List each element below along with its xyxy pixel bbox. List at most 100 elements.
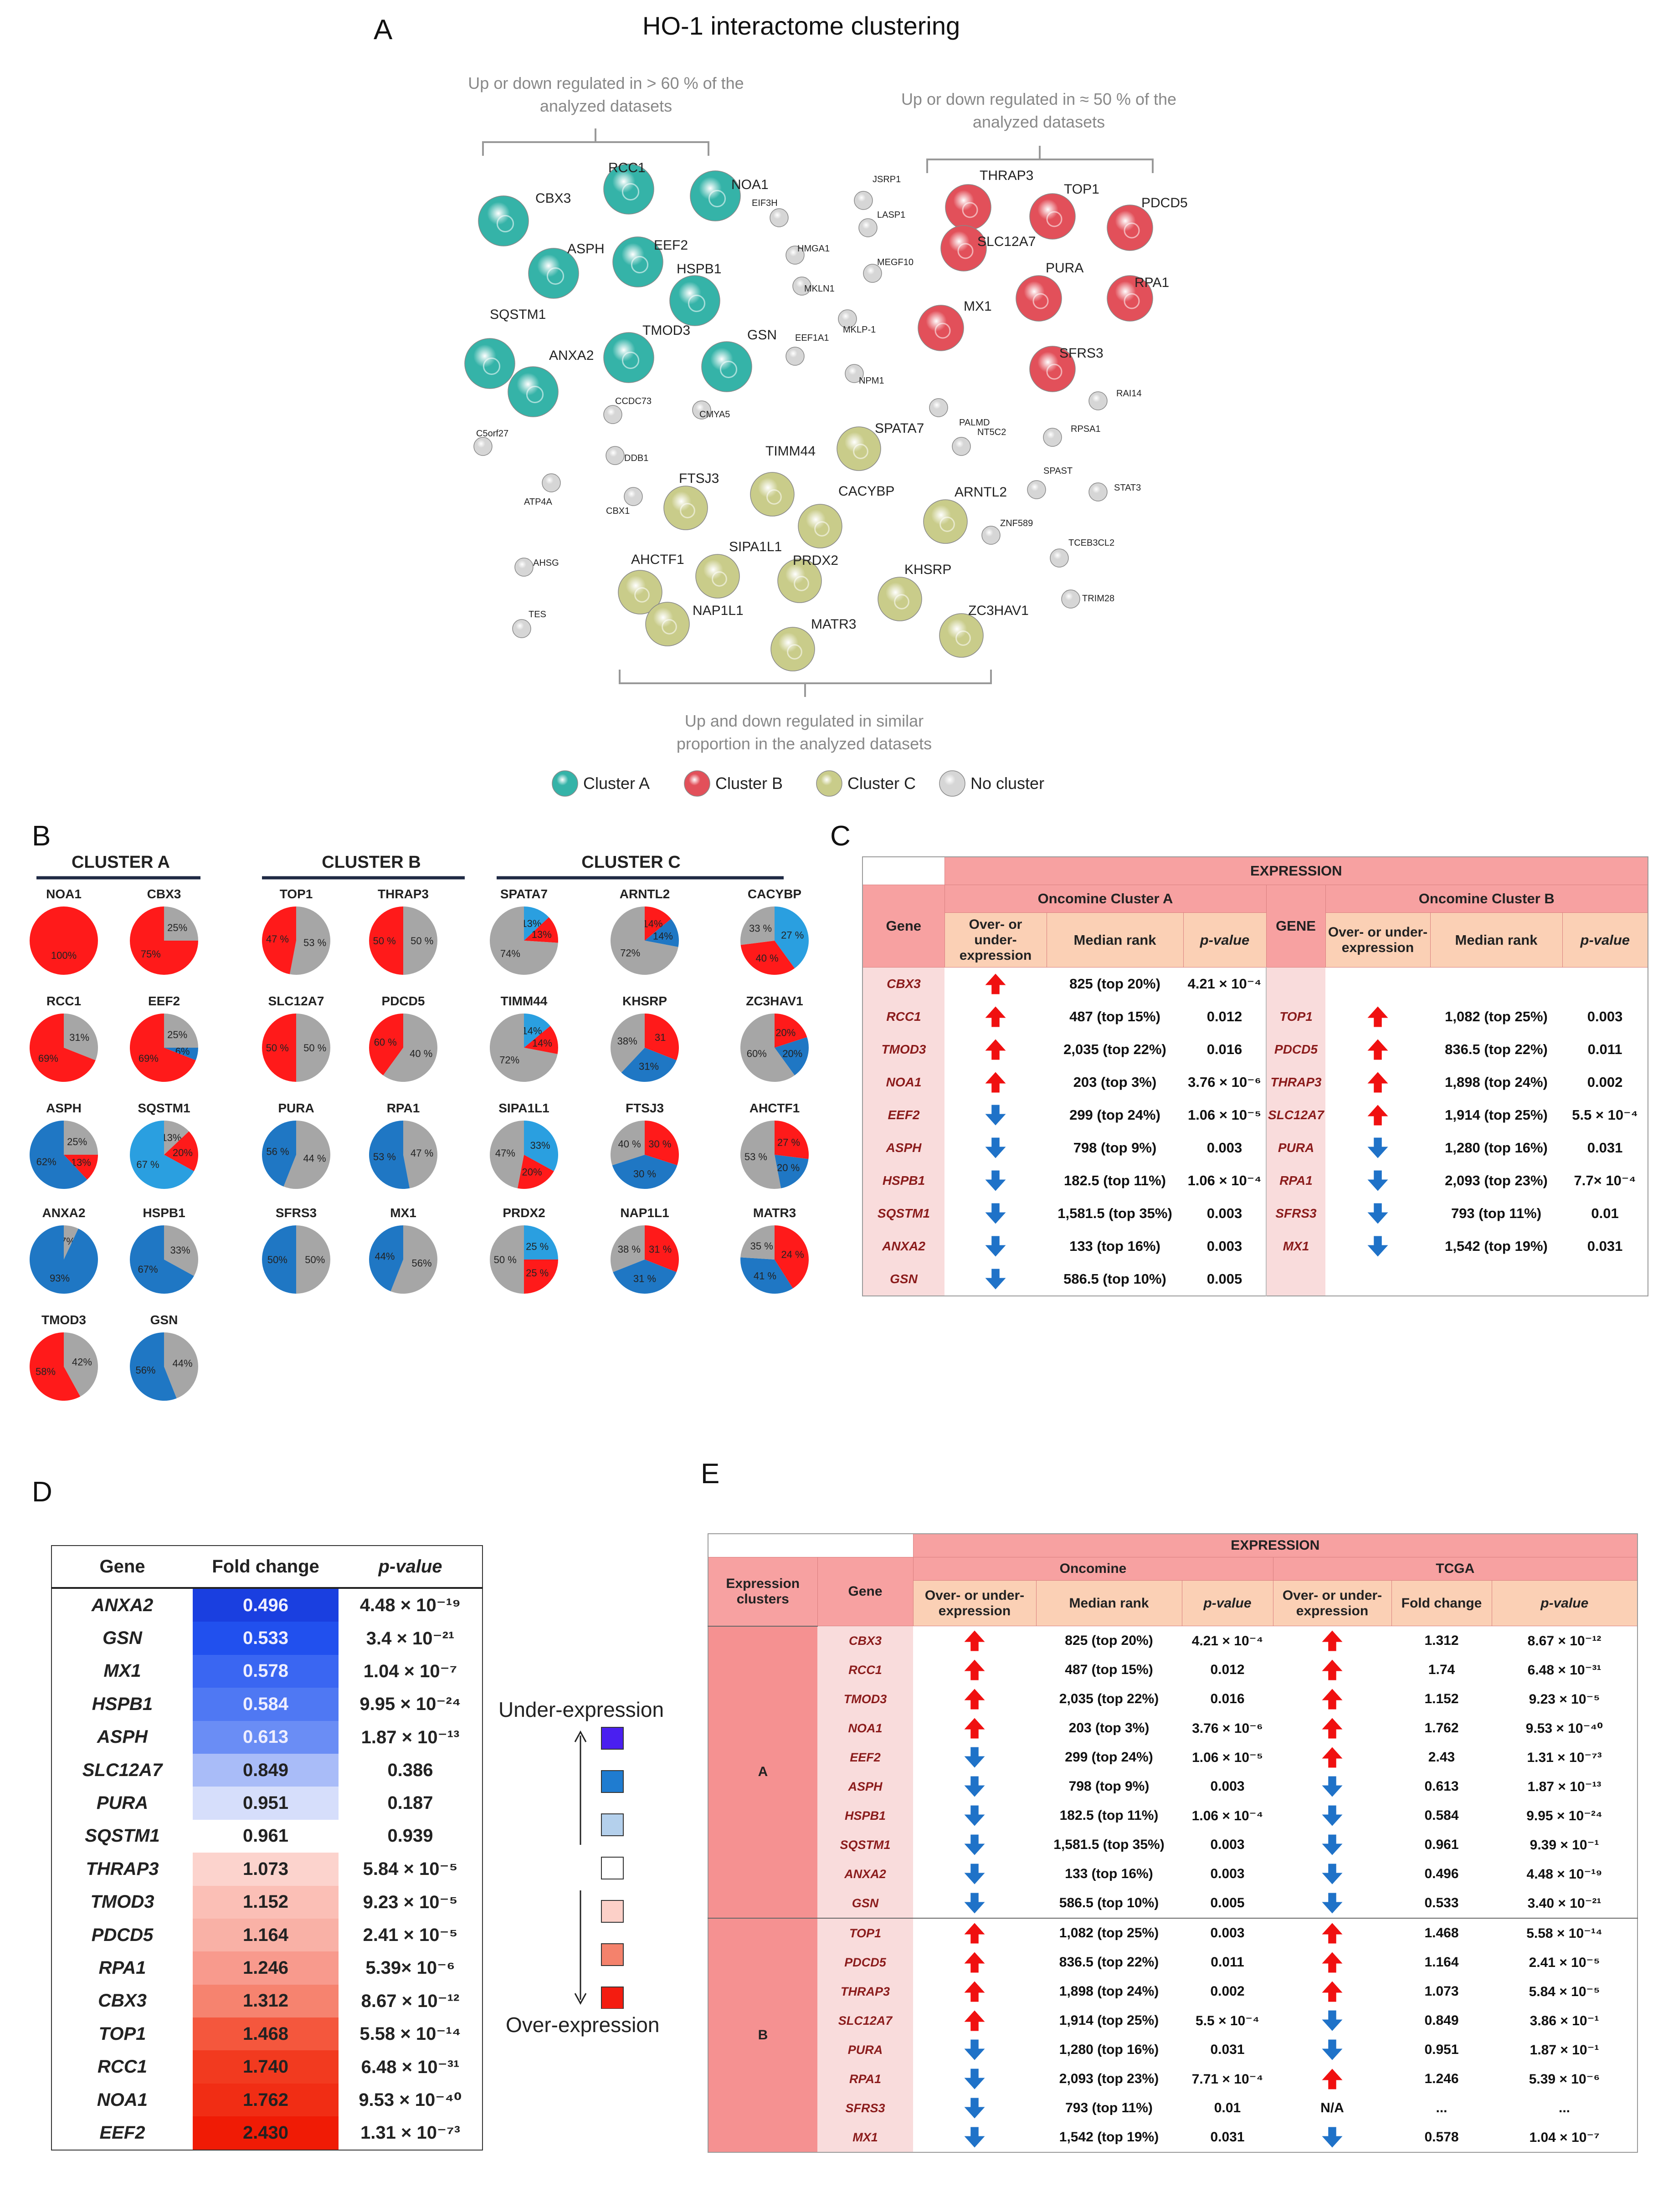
median-cell: 836.5 (top 22%) [1059,1955,1159,1970]
gene-cell: ASPH [97,1727,148,1747]
cluster-c-label: SIPA1L1 [729,539,782,554]
pie-slice-label: 67% [138,1264,158,1275]
gene-cell: SLC12A7 [82,1760,163,1780]
tcga-direction-cell [1273,1859,1391,1889]
no-cluster-label: JSRP1 [873,174,901,184]
gene-cell: SLC12A7 [1266,1099,1325,1132]
gene-cell: TMOD3 [862,1033,944,1066]
pie-slice-label: 40 % [618,1138,641,1150]
p-value-cell: 3.4 × 10⁻²¹ [366,1628,455,1649]
oncomine-direction-cell [913,1859,1036,1889]
no-cluster-label: EEF1A1 [795,333,829,343]
p-value-cell: 0.01 [1591,1205,1619,1221]
arrow-down-icon [985,1269,1006,1290]
pie-slice [775,1225,809,1289]
cluster-label-cell: B [708,1918,817,2152]
gene-cell: RCC1 [817,1655,913,1685]
oncomine-p-cell: 0.003 [1210,1837,1245,1852]
pie-gene-label: ARNTL2 [620,887,670,901]
fold-change-cell: 1.468 [193,2017,339,2051]
tcga-direction-cell [1273,1714,1391,1743]
median-cell: 133 (top 16%) [1069,1238,1160,1254]
median-cell: 133 (top 16%) [1065,1866,1153,1881]
pie-slice [490,1014,558,1082]
over-header-a: Over- or under-expression [944,912,1047,968]
over-arrow-head [574,1993,587,2005]
median-cell: 1,542 (top 19%) [1445,1238,1548,1254]
pie-slice [296,1225,330,1294]
pie-slice-label: 56 % [266,1146,289,1157]
pie-slice-label: 30 % [648,1138,671,1150]
tcga-direction-cell [1273,1977,1391,2006]
legend-label: No cluster [970,774,1044,793]
cluster-a-pie-rcc1: RCC1 31% 69% [30,994,98,1082]
pie-slice-label: 31% [639,1060,659,1072]
table-row: ASPH 798 (top 9%) 0.003 PURA 1,280 (top 16%)… [862,1132,1648,1164]
p-value-cell: 8.67 × 10⁻¹² [361,1991,460,2011]
pie-slice-label: 62% [36,1156,56,1167]
pie-slice [30,1014,96,1082]
e-p-header-oncomine: p-value [1181,1580,1273,1626]
pie-gene-label: HSPB1 [143,1206,185,1220]
pie-slice [645,1121,679,1166]
no-cluster-label: STAT3 [1114,483,1141,493]
pie-gene-label: MATR3 [753,1206,796,1220]
panel-b-letter: B [32,820,51,852]
gene-cell: PURA [1266,1132,1325,1164]
p-value-cell: 0.003 [1206,1140,1242,1156]
pie-gene-label: SQSTM1 [138,1101,190,1115]
pie-gene-label: CACYBP [748,887,801,901]
cluster-c-title: CLUSTER C [581,853,680,872]
table-row: CBX3 1.312 8.67 × 10⁻¹² [51,1984,483,2018]
no-cluster-node-znf589: ZNF589 [981,518,1033,545]
cluster-b-pie-rpa1: RPA1 47 % 53 % [369,1101,438,1189]
pie-slice [283,1121,330,1189]
tcga-p-cell: 9.39 × 10⁻¹ [1530,1837,1599,1853]
arrow-down-icon [985,1170,1006,1191]
p-value-cell: 5.5 × 10⁻⁴ [1572,1107,1638,1123]
cluster-c-label: SPATA7 [875,421,924,436]
legend-swatch [601,1857,624,1879]
table-row: PDCD5 836.5 (top 22%) 0.011 1.164 2.41 × 10⁻… [708,1948,1637,1977]
arrow-down-icon [1322,1834,1343,1855]
tcga-direction-cell [1273,2035,1391,2064]
p-value-cell: 2.41 × 10⁻⁵ [363,1925,458,1946]
cluster-c-node-khsrp: KHSRP [878,562,951,621]
annotation-bottom: Up and down regulated in similar [685,712,924,730]
arrow-down-icon [964,2098,985,2119]
gene-cell: MX1 [1266,1230,1325,1263]
cluster-c-pie-zc3hav1: ZC3HAV1 20% 20% 60% [740,994,809,1082]
tcga-direction-cell [1273,1889,1391,1918]
gene-cell: ASPH [862,1132,944,1164]
arrow-down-icon [1322,1893,1343,1914]
fold-change-cell: 0.578 [193,1654,339,1688]
pie-slice-label: 40 % [410,1048,432,1060]
pie-slice-label: 69% [139,1053,159,1064]
median-cell: 2,035 (top 22%) [1063,1041,1166,1057]
p-value-cell: 6.48 × 10⁻³¹ [361,2057,460,2077]
cluster-a-node-anxa2: ANXA2 [508,348,594,417]
cluster-c-label: ARNTL2 [955,485,1007,500]
gene-cell: ASPH [817,1772,913,1801]
pie-slice [64,1014,98,1060]
tcga-p-cell: 8.67 × 10⁻¹² [1527,1633,1602,1649]
no-cluster-node-c5orf27: C5orf27 [473,429,508,456]
e-tcga-header: TCGA [1273,1557,1638,1581]
pie-slice [29,1332,81,1401]
arrow-up-icon [985,1006,1006,1027]
no-cluster-label: NT5C2 [977,427,1006,437]
arrow-down-icon [1367,1170,1388,1191]
table-row: EEF2 299 (top 24%) 1.06 × 10⁻⁵ 2.43 1.31 × 1… [708,1743,1637,1772]
d-fc-header: Fold change [193,1546,339,1589]
pie-slice-label: 25 % [526,1241,549,1252]
panel-a-network: CBX3 RCC1 NOA1 ASPH EEF2 HSPB1 SQSTM1 TMOD3 GSN A… [464,74,1188,797]
direction-cell [944,1164,1047,1197]
arrow-down-icon [964,2039,985,2060]
pie-slice [130,906,198,975]
no-cluster-label: CBX1 [606,506,630,516]
cluster-c-label: MATR3 [811,617,856,632]
arrow-up-icon [964,1952,985,1973]
pie-slice-label: 42% [72,1357,92,1368]
median-cell: 2,093 (top 23%) [1059,2071,1159,2086]
legend-swatch [601,1987,624,2009]
